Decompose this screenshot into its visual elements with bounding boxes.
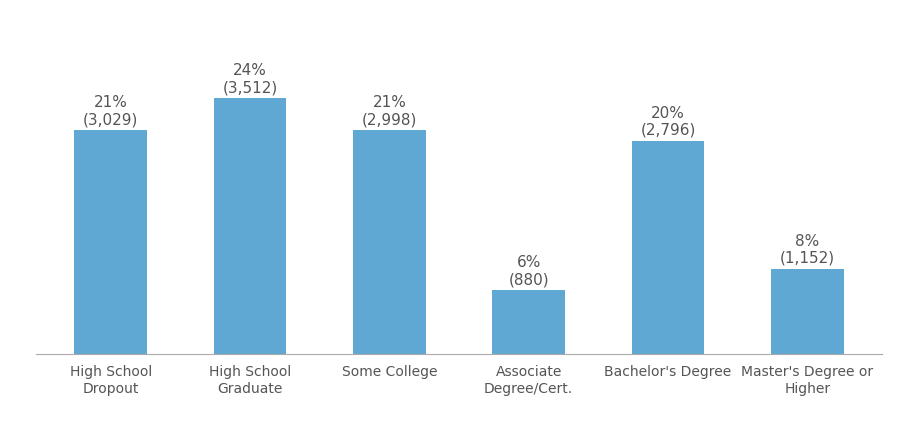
Text: 21%: 21% — [373, 95, 406, 110]
Bar — [353, 130, 426, 354]
Bar — [75, 130, 147, 354]
Text: 20%: 20% — [651, 106, 685, 121]
Text: (3,029): (3,029) — [83, 112, 139, 127]
Bar — [214, 98, 286, 354]
Text: 6%: 6% — [517, 255, 541, 270]
Text: (3,512): (3,512) — [222, 80, 277, 95]
Text: 24%: 24% — [233, 63, 267, 78]
Bar — [492, 290, 565, 354]
Text: 21%: 21% — [94, 95, 128, 110]
Bar — [632, 141, 704, 354]
Text: (1,152): (1,152) — [779, 251, 835, 266]
Text: (2,796): (2,796) — [640, 123, 696, 138]
Bar — [771, 269, 843, 354]
Text: 8%: 8% — [796, 234, 819, 249]
Text: (880): (880) — [508, 272, 549, 287]
Text: (2,998): (2,998) — [362, 112, 417, 127]
